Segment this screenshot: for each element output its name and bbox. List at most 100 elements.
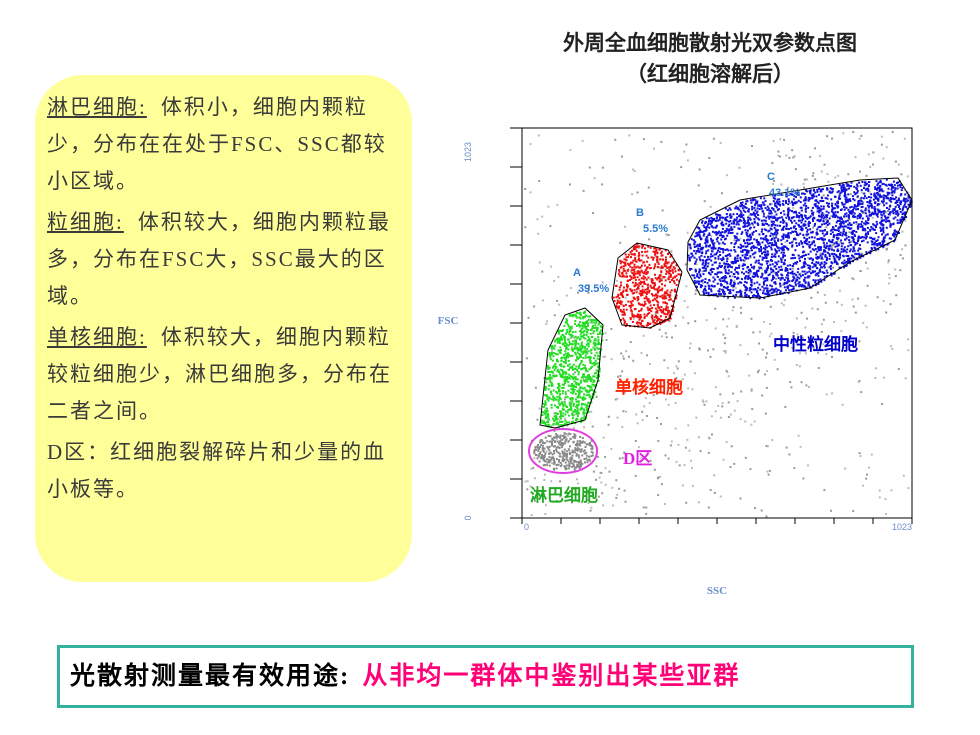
event-dot	[722, 235, 725, 238]
event-dot	[586, 288, 589, 291]
event-dot	[577, 371, 580, 373]
event-dot	[643, 317, 646, 320]
event-dot	[828, 257, 831, 260]
event-dot	[798, 281, 801, 284]
event-dot	[814, 199, 817, 202]
event-dot	[550, 462, 553, 464]
event-dot	[547, 421, 550, 424]
event-dot	[567, 325, 570, 328]
event-dot	[883, 210, 886, 213]
event-dot	[542, 422, 545, 424]
event-dot	[864, 207, 867, 210]
event-dot	[595, 369, 598, 372]
event-dot	[656, 316, 659, 319]
event-dot	[596, 373, 599, 376]
event-dot	[845, 225, 847, 228]
event-dot	[533, 477, 536, 480]
event-dot	[744, 210, 747, 213]
event-dot	[618, 288, 621, 291]
event-dot	[826, 245, 828, 248]
event-dot	[756, 294, 759, 297]
event-dot	[775, 219, 777, 222]
event-dot	[766, 223, 768, 225]
event-dot	[567, 364, 570, 367]
event-dot	[770, 215, 773, 218]
event-dot	[708, 272, 711, 275]
event-dot	[660, 289, 663, 292]
event-dot	[705, 292, 708, 295]
event-dot	[853, 212, 856, 215]
event-dot	[872, 223, 875, 226]
event-dot	[569, 397, 572, 400]
event-dot	[616, 416, 619, 419]
event-dot	[850, 212, 853, 215]
event-dot	[633, 315, 636, 318]
event-dot	[804, 216, 807, 219]
event-dot	[545, 424, 548, 427]
event-dot	[643, 300, 646, 303]
event-dot	[823, 275, 826, 278]
event-dot	[698, 168, 701, 171]
event-dot	[545, 387, 548, 390]
event-dot	[620, 293, 623, 296]
event-dot	[685, 285, 688, 288]
event-dot	[562, 457, 565, 460]
paragraph-text: 体积小，细胞内颗粒少，分布在在处于FSC、SSC都较小区域。	[47, 95, 387, 193]
event-dot	[619, 293, 622, 296]
event-dot	[661, 283, 663, 286]
event-dot	[795, 244, 798, 247]
event-dot	[729, 214, 731, 217]
event-dot	[727, 416, 730, 418]
event-dot	[548, 354, 551, 357]
event-dot	[892, 217, 895, 220]
event-dot	[790, 257, 793, 260]
event-dot	[848, 227, 851, 230]
event-dot	[570, 458, 573, 461]
event-dot	[592, 212, 594, 215]
event-dot	[571, 400, 574, 403]
event-dot	[635, 413, 638, 416]
event-dot	[653, 294, 656, 297]
event-dot	[698, 256, 701, 259]
event-dot	[675, 264, 678, 267]
event-dot	[866, 182, 868, 185]
event-dot	[696, 273, 699, 276]
event-dot	[597, 362, 600, 365]
event-dot	[642, 325, 645, 328]
event-dot	[849, 212, 851, 215]
event-dot	[569, 334, 572, 336]
event-dot	[860, 214, 862, 217]
event-dot	[751, 295, 754, 297]
event-dot	[557, 451, 560, 454]
event-dot	[834, 211, 837, 214]
event-dot	[648, 363, 651, 365]
event-dot	[638, 316, 641, 318]
event-dot	[776, 368, 779, 371]
event-dot	[563, 403, 566, 406]
event-dot	[865, 174, 868, 177]
event-dot	[614, 398, 617, 401]
event-dot	[765, 289, 768, 292]
event-dot	[582, 331, 585, 334]
event-dot	[548, 377, 551, 380]
event-dot	[695, 250, 698, 253]
event-dot	[891, 187, 894, 189]
event-dot	[665, 306, 668, 309]
event-dot	[572, 417, 574, 420]
event-dot	[775, 251, 778, 254]
event-dot	[622, 308, 625, 311]
event-dot	[637, 324, 640, 327]
event-dot	[804, 199, 807, 202]
event-dot	[579, 465, 582, 468]
event-dot	[575, 453, 578, 456]
event-dot	[615, 304, 618, 307]
event-dot	[767, 242, 770, 245]
event-dot	[598, 322, 601, 325]
event-dot	[813, 236, 816, 239]
event-dot	[831, 204, 833, 207]
event-dot	[571, 366, 574, 369]
event-dot	[563, 361, 565, 363]
event-dot	[578, 353, 581, 356]
event-dot	[741, 207, 744, 210]
event-dot	[862, 484, 865, 487]
